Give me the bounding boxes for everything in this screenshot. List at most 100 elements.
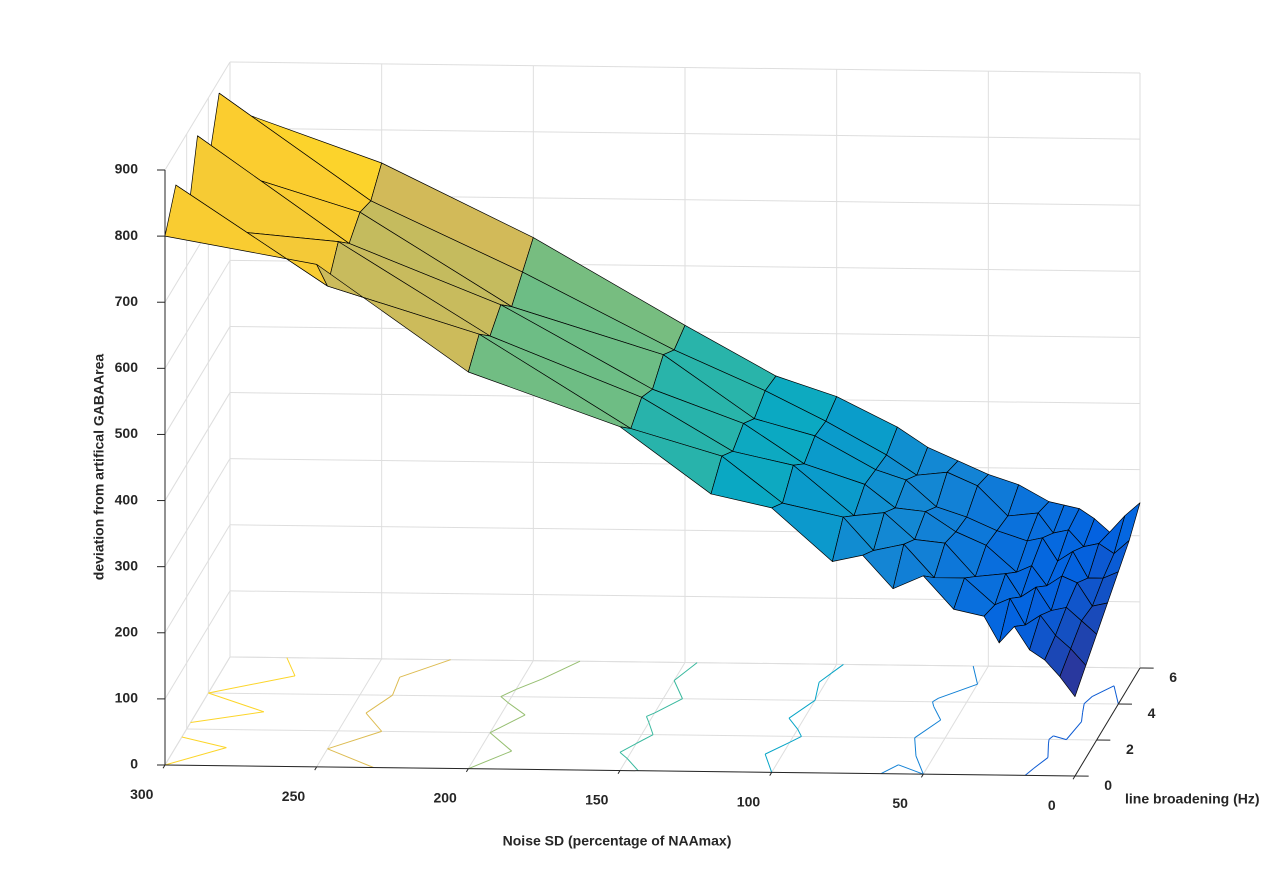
grid-line: [186, 728, 1097, 741]
z-tick-label: 400: [115, 491, 139, 507]
contour-line: [1024, 767, 1035, 776]
contour-line: [515, 678, 543, 690]
contour-line: [208, 692, 265, 713]
grid-line: [164, 392, 231, 501]
contour-line: [1047, 739, 1050, 745]
contour-line: [208, 675, 296, 694]
contour-line: [1113, 685, 1119, 705]
x-tick: [465, 768, 469, 773]
z-tick-label: 200: [115, 623, 139, 639]
x-tick-label: 50: [892, 795, 908, 811]
contour-line: [673, 680, 683, 699]
contour-line: [1081, 712, 1084, 722]
x-tick-label: 150: [585, 791, 609, 807]
contours: [164, 657, 1119, 776]
grid-line: [467, 660, 534, 769]
contour-line: [797, 728, 802, 737]
grid-line: [208, 692, 1119, 705]
contour-line: [1092, 685, 1115, 697]
contour-line: [286, 657, 296, 677]
contour-line: [1047, 743, 1049, 758]
contour-line: [764, 741, 790, 755]
contour-line: [190, 711, 264, 723]
axes: 0 50 100 150 200 250 300 0 2 4 6 0 100 200 300 400 500 60…: [115, 161, 1178, 813]
contour-line: [932, 701, 935, 707]
contour-line: [933, 706, 942, 721]
z-tick-label: 700: [115, 293, 139, 309]
contour-line: [619, 743, 637, 753]
contour-line: [1048, 735, 1054, 740]
contour-line: [830, 664, 844, 674]
contour-line: [327, 730, 382, 750]
x-tick-label: 100: [737, 793, 761, 809]
y-axis: [1074, 667, 1141, 777]
surface-face: [1059, 648, 1087, 698]
contour-line: [500, 689, 517, 697]
z-tick-label: 0: [130, 756, 138, 772]
grid-line: [164, 260, 231, 369]
contour-line: [507, 702, 526, 716]
y-tick-label: 0: [1104, 777, 1112, 793]
contour-line: [789, 735, 802, 743]
contour-line: [764, 753, 773, 773]
contour-line: [636, 734, 654, 744]
grid-line: [164, 61, 231, 171]
x-axis-label: Noise SD (percentage of NAAmax): [503, 833, 732, 849]
contour-line: [626, 758, 639, 772]
contour-line: [327, 748, 374, 768]
contour-line: [365, 694, 393, 714]
grid-line: [164, 524, 231, 634]
x-tick: [617, 770, 621, 774]
surface: [164, 92, 1141, 698]
contour-line: [392, 676, 401, 696]
contour-line: [788, 717, 799, 730]
contour-line: [818, 672, 832, 683]
contour-line: [468, 750, 512, 770]
contour-line: [1053, 735, 1067, 741]
z-tick-label: 600: [115, 359, 139, 375]
contour-line: [619, 751, 628, 759]
grid-line: [316, 658, 383, 768]
contour-line: [788, 699, 816, 719]
z-tick-label: 900: [115, 161, 139, 177]
grid-line: [164, 590, 231, 700]
x-tick-label: 0: [1048, 797, 1056, 813]
contour-line: [898, 764, 924, 775]
x-tick: [314, 766, 318, 771]
x-tick: [1072, 775, 1076, 780]
contour-line: [814, 682, 820, 701]
x-tick: [162, 764, 166, 769]
z-tick-label: 500: [115, 425, 139, 441]
x-tick-label: 300: [130, 786, 154, 802]
z-axis-label: deviation from artifical GABAArea: [91, 354, 107, 581]
contour-line: [932, 697, 939, 703]
contour-line: [880, 764, 899, 775]
y-tick-label: 2: [1126, 741, 1134, 757]
y-tick-label: 4: [1148, 705, 1156, 721]
grid-line: [164, 326, 231, 435]
grid-line: [229, 656, 1141, 669]
contour-line: [500, 696, 509, 704]
contour-line: [915, 755, 924, 775]
grid-line: [164, 458, 231, 567]
x-tick-label: 250: [282, 788, 306, 804]
grid-line: [771, 664, 838, 773]
contour-line: [1033, 757, 1049, 769]
grid-line: [922, 665, 989, 775]
z-tick-label: 300: [115, 557, 139, 573]
grid-line: [619, 662, 686, 771]
contour-line: [648, 722, 654, 735]
contour-line: [489, 714, 526, 734]
contour-line: [654, 698, 683, 714]
contour-line: [399, 659, 451, 678]
z-tick-label: 100: [115, 690, 139, 706]
contour-line: [914, 737, 917, 756]
contour-line: [645, 716, 650, 723]
contour-line: [365, 712, 383, 732]
x-tick-label: 200: [433, 790, 457, 806]
x-tick: [920, 773, 924, 778]
contour-line: [181, 736, 227, 749]
contour-line: [914, 719, 941, 739]
contour-line: [164, 747, 227, 766]
